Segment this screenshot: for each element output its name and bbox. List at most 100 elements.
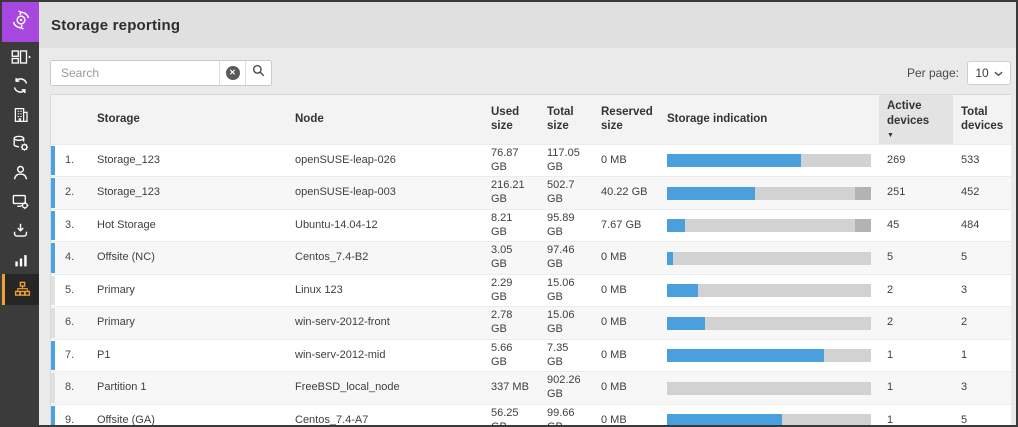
col-header-total-devices[interactable]: Total devices	[953, 95, 1011, 145]
cell-used-size: 2.29 GB	[491, 276, 513, 303]
content-area: Storage reporting ✕	[39, 2, 1016, 425]
bar-used-segment	[667, 284, 698, 298]
table-body: 1. Storage_123 openSUSE-leap-026 76.87 G…	[51, 144, 1011, 426]
sidebar-item-organization[interactable]	[2, 100, 39, 129]
table-row[interactable]: 5. Primary Linux 123 2.29 GB 15.06 GB 0 …	[51, 274, 1011, 307]
table-row[interactable]: 3. Hot Storage Ubuntu-14.04-12 8.21 GB 9…	[51, 209, 1011, 242]
per-page-select[interactable]: 10	[967, 61, 1011, 85]
cell-storage-indication	[659, 372, 879, 405]
app-logo[interactable]	[2, 2, 39, 42]
bar-used-segment	[667, 154, 802, 168]
cell-used-size: 216.21 GB	[491, 179, 525, 206]
cell-storage: P1	[97, 348, 111, 361]
cell-reserved-size: 0 MB	[601, 348, 627, 361]
cell-node: Ubuntu-14.04-12	[295, 218, 378, 231]
cell-active-devices: 1	[887, 348, 894, 361]
per-page-value: 10	[975, 66, 989, 80]
col-header-node[interactable]: Node	[287, 95, 483, 145]
bar-chart-icon	[12, 251, 30, 269]
orbit-target-logo-icon	[10, 9, 32, 36]
magnifier-icon	[251, 63, 266, 83]
row-index: 5.	[65, 283, 75, 296]
storage-table-card: Storage Node Used size Total size Reserv…	[50, 94, 1011, 426]
cell-used-size: 5.66 GB	[491, 341, 513, 368]
cell-active-devices: 1	[887, 381, 894, 394]
titlebar: Storage reporting	[39, 2, 1016, 48]
row-marker	[51, 340, 55, 371]
col-header-storage-indication[interactable]: Storage indication	[659, 95, 879, 145]
search-input[interactable]	[51, 61, 219, 85]
storage-indication-bar	[667, 154, 871, 168]
cell-total-size: 7.35 GB	[547, 341, 569, 368]
table-row[interactable]: 2. Storage_123 openSUSE-leap-003 216.21 …	[51, 176, 1011, 210]
storage-indication-bar	[667, 349, 871, 363]
user-icon	[11, 163, 30, 182]
cell-storage-indication	[659, 339, 879, 372]
cell-used-size: 76.87 GB	[491, 146, 519, 173]
col-header-used-size[interactable]: Used size	[483, 95, 539, 145]
bar-used-segment	[667, 251, 674, 265]
per-page-label: Per page:	[906, 66, 959, 80]
row-index: 8.	[65, 381, 75, 394]
cell-node: openSUSE-leap-003	[295, 186, 396, 199]
table-row[interactable]: 8. Partition 1 FreeBSD_local_node 337 MB…	[51, 371, 1011, 405]
row-index: 7.	[65, 348, 75, 361]
bar-reserved-segment	[854, 219, 871, 233]
col-header-reserved-size[interactable]: Reserved size	[593, 95, 659, 145]
storage-indication-bar	[667, 316, 871, 330]
sidebar-item-storage-reporting[interactable]	[2, 274, 39, 305]
cell-storage-indication	[659, 242, 879, 275]
cell-storage-indication	[659, 144, 879, 177]
download-icon	[11, 221, 30, 240]
sidebar-item-storage-settings[interactable]	[2, 129, 39, 158]
table-row[interactable]: 6. Primary win-serv-2012-front 2.78 GB 1…	[51, 306, 1011, 340]
storage-indication-bar	[667, 284, 871, 298]
col-header-active-devices[interactable]: Active devices ▼	[879, 95, 953, 145]
cell-storage: Primary	[97, 283, 135, 296]
sidebar-item-dashboard[interactable]	[2, 42, 39, 71]
cell-total-size: 95.89 GB	[547, 211, 575, 238]
bar-used-segment	[667, 219, 685, 233]
cell-reserved-size: 0 MB	[601, 381, 627, 394]
bar-used-segment	[667, 316, 705, 330]
search-button[interactable]	[245, 61, 271, 85]
sidebar-item-devices[interactable]	[2, 187, 39, 216]
sidebar-item-users[interactable]	[2, 158, 39, 187]
dashboard-icon	[10, 48, 31, 66]
storage-indication-bar	[667, 381, 871, 395]
col-header-storage[interactable]: Storage	[89, 95, 287, 145]
cell-total-size: 902.26 GB	[547, 374, 581, 401]
cell-storage: Offsite (NC)	[97, 251, 155, 264]
clear-search-button[interactable]: ✕	[219, 61, 245, 85]
table-row[interactable]: 4. Offsite (NC) Centos_7.4-B2 3.05 GB 97…	[51, 241, 1011, 275]
sidebar-item-downloads[interactable]	[2, 216, 39, 245]
row-marker	[51, 145, 55, 176]
cell-total-devices: 5	[961, 413, 968, 426]
search-box: ✕	[50, 60, 272, 86]
bar-used-segment	[667, 186, 755, 200]
table-row[interactable]: 1. Storage_123 openSUSE-leap-026 76.87 G…	[51, 144, 1011, 177]
sync-icon	[11, 76, 30, 95]
col-header-index	[51, 95, 89, 145]
circle-x-icon: ✕	[225, 66, 240, 80]
cell-used-size: 3.05 GB	[491, 244, 513, 271]
row-index: 1.	[65, 153, 75, 166]
chevron-down-icon	[994, 66, 1003, 80]
cell-storage-indication	[659, 177, 879, 210]
sidebar-item-sync[interactable]	[2, 71, 39, 100]
cell-storage-indication	[659, 274, 879, 307]
cell-total-devices: 533	[961, 153, 980, 166]
row-index: 2.	[65, 186, 75, 199]
row-marker	[51, 308, 55, 338]
row-marker	[51, 373, 55, 403]
cell-used-size: 8.21 GB	[491, 211, 513, 238]
cell-total-size: 15.06 GB	[547, 309, 575, 336]
cell-active-devices: 269	[887, 153, 906, 166]
sort-desc-icon[interactable]: ▼	[887, 131, 894, 139]
cell-total-devices: 484	[961, 218, 980, 231]
table-row[interactable]: 7. P1 win-serv-2012-mid 5.66 GB 7.35 GB …	[51, 339, 1011, 372]
sidebar-item-statistics[interactable]	[2, 245, 39, 274]
col-header-total-size[interactable]: Total size	[539, 95, 593, 145]
table-row[interactable]: 9. Offsite (GA) Centos_7.4-A7 56.25 GB 9…	[51, 404, 1011, 426]
